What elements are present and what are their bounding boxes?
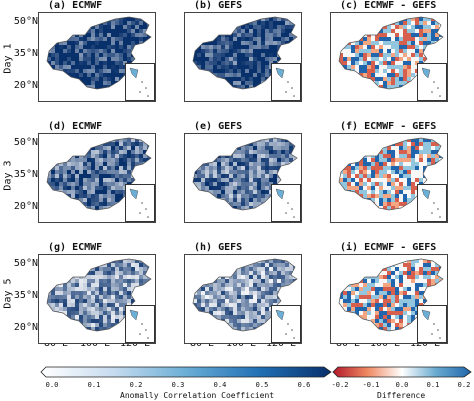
colorbar-tick: -0.2 xyxy=(331,381,349,389)
south-china-sea-inset xyxy=(271,63,301,101)
colorbar-acc xyxy=(40,366,332,378)
colorbar-acc-label: Anomally Correlation Coefficient xyxy=(120,391,275,400)
colorbar-tick: 0.3 xyxy=(171,381,185,389)
panel-title: (i) ECMWF - GEFS xyxy=(340,242,437,253)
map-panel xyxy=(38,12,156,102)
south-china-sea-inset xyxy=(417,305,447,343)
colorbar-tick: 0.0 xyxy=(395,381,409,389)
map-panel xyxy=(330,12,448,102)
colorbar-tick: 0.1 xyxy=(87,381,101,389)
south-china-sea-inset xyxy=(417,184,447,222)
panel-title: (c) ECMWF - GEFS xyxy=(340,0,437,11)
map-panel xyxy=(330,133,448,223)
lat-tick-row3-50: 50°N xyxy=(13,258,38,269)
south-china-sea-inset xyxy=(125,63,155,101)
lat-tick-row3-20: 20°N xyxy=(13,322,38,333)
china-map xyxy=(338,16,444,90)
map-panel xyxy=(330,254,448,344)
lat-tick-row2-50: 50°N xyxy=(13,137,38,148)
south-china-sea-inset xyxy=(271,184,301,222)
colorbar-tick: 0.0 xyxy=(45,381,59,389)
panel-title: (d) ECMWF xyxy=(48,121,103,132)
map-panel xyxy=(38,254,156,344)
panel-title: (a) ECMWF xyxy=(48,0,103,11)
colorbar-tick: 0.6 xyxy=(297,381,311,389)
lat-tick-row1-35: 35°N xyxy=(13,48,38,59)
south-china-sea-inset xyxy=(271,305,301,343)
lat-tick-row1-20: 20°N xyxy=(13,80,38,91)
south-china-sea-inset xyxy=(125,305,155,343)
colorbar-tick: 0.1 xyxy=(426,381,440,389)
south-china-sea-inset xyxy=(417,63,447,101)
map-panel xyxy=(184,133,302,223)
colorbar-tick: -0.1 xyxy=(362,381,380,389)
panel-title: (b) GEFS xyxy=(194,0,243,11)
lat-tick-row1-50: 50°N xyxy=(13,16,38,27)
lat-tick-row3-35: 35°N xyxy=(13,290,38,301)
colorbar-diff-label: Difference xyxy=(377,391,426,400)
map-panel xyxy=(184,254,302,344)
panel-title: (g) ECMWF xyxy=(48,242,103,253)
colorbar-tick: 0.5 xyxy=(255,381,269,389)
map-panel xyxy=(38,133,156,223)
panel-title: (f) ECMWF - GEFS xyxy=(340,121,437,132)
panel-title: (h) GEFS xyxy=(194,242,243,253)
colorbar-tick: 0.4 xyxy=(213,381,227,389)
map-panel xyxy=(184,12,302,102)
lat-tick-row2-20: 20°N xyxy=(13,201,38,212)
south-china-sea-inset xyxy=(125,184,155,222)
china-map xyxy=(338,137,444,211)
colorbar-tick: 0.2 xyxy=(129,381,143,389)
colorbar-tick: 0.2 xyxy=(457,381,471,389)
panel-title: (e) GEFS xyxy=(194,121,243,132)
lat-tick-row2-35: 35°N xyxy=(13,169,38,180)
colorbar-diff xyxy=(332,366,472,378)
